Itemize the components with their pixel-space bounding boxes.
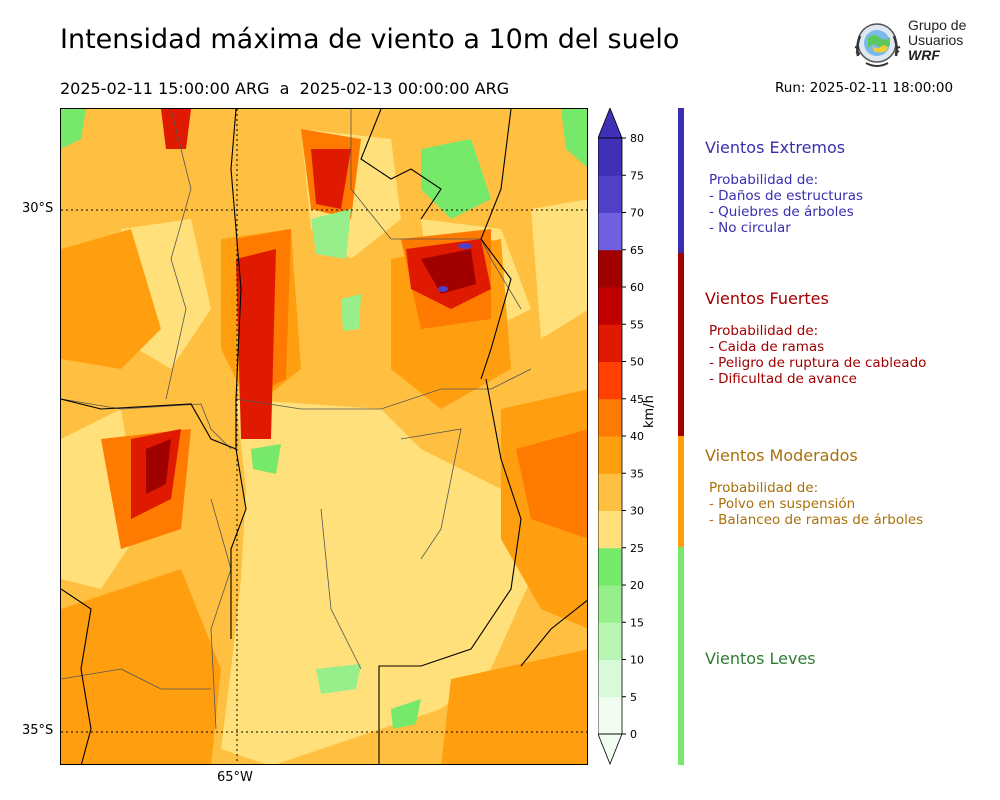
colorbar-svg: 0 5 10 15 20 25 30 35 40 45 50 55 60 65 70 75 80 — [597, 106, 644, 766]
logo-text: Grupo de Usuarios WRF — [908, 17, 967, 63]
colorbar-segment — [598, 138, 622, 176]
colorbar-tick-label: 45 — [630, 393, 644, 406]
category-line: - No circular — [709, 220, 791, 236]
colorbar-tick-label: 40 — [630, 430, 644, 443]
colorbar-tick-label: 30 — [630, 505, 644, 518]
colorbar-segment — [598, 249, 622, 288]
category-line: - Daños de estructuras — [709, 188, 864, 204]
colorbar-segment — [598, 398, 622, 437]
colorbar-segment — [598, 212, 622, 251]
colorbar-segment — [598, 436, 622, 474]
colorbar-segment — [598, 175, 622, 213]
colorbar-tick-label: 0 — [630, 728, 637, 741]
colorbar-extend-max — [597, 106, 623, 139]
colorbar-tick-label: 5 — [630, 691, 637, 704]
category-line: - Peligro de ruptura de cableado — [709, 355, 927, 371]
colorbar-tick-label: 25 — [630, 542, 644, 555]
category-title: Vientos Fuertes — [705, 289, 829, 308]
colorbar-tick-label: 75 — [630, 169, 644, 182]
colorbar-segment — [598, 585, 622, 623]
category-line: Probabilidad de: — [709, 172, 819, 188]
colorbar-extend-min — [597, 733, 623, 766]
lat-label-30s: 30°S — [22, 201, 54, 216]
colorbar-segment — [598, 361, 622, 400]
colorbar-segment — [598, 547, 622, 586]
lat-label-35s: 35°S — [22, 723, 54, 738]
wind-map[interactable] — [60, 108, 588, 765]
grupo-usuarios-wrf-logo: Grupo de Usuarios WRF — [848, 16, 968, 74]
category-line: - Caida de ramas — [709, 339, 825, 355]
run-time: Run: 2025-02-11 18:00:00 — [775, 80, 954, 96]
colorbar-tick-label: 35 — [630, 467, 644, 480]
category-title: Vientos Extremos — [705, 138, 846, 157]
colorbar-tick-label: 20 — [630, 579, 644, 592]
category-line: Probabilidad de: — [709, 480, 819, 496]
colorbar-segment — [598, 622, 622, 660]
category-bar — [678, 436, 684, 547]
category-line: - Balanceo de ramas de árboles — [709, 512, 924, 528]
category-bar — [678, 547, 684, 765]
colorbar-tick-label: 10 — [630, 654, 644, 667]
colorbar-segment — [598, 696, 622, 735]
colorbar-tick-label: 60 — [630, 281, 644, 294]
category-description: Probabilidad de: - Polvo en suspensión - B… — [709, 480, 923, 528]
category-description: Probabilidad de: - Caida de ramas - Peligr… — [709, 323, 926, 387]
colorbar-segment — [598, 510, 622, 549]
colorbar-segment — [598, 473, 622, 511]
category-line: - Quiebres de árboles — [709, 204, 854, 220]
colorbar-segment — [598, 659, 622, 698]
category-line: Probabilidad de: — [709, 323, 819, 339]
colorbar-unit-label: km/h — [642, 395, 657, 428]
colorbar-tick-label: 80 — [630, 132, 644, 145]
colorbar-tick-label: 65 — [630, 244, 644, 257]
category-bar — [678, 253, 684, 436]
colorbar-segment — [598, 287, 622, 325]
category-title: Vientos Moderados — [705, 446, 858, 465]
colorbar-tick-label: 50 — [630, 356, 644, 369]
colorbar-tick-label: 70 — [630, 207, 644, 220]
colorbar: 0 5 10 15 20 25 30 35 40 45 50 55 60 65 70 75 80 — [597, 106, 688, 768]
wind-field-svg — [61, 109, 587, 764]
category-bar — [678, 108, 684, 253]
category-line: - Polvo en suspensión — [709, 496, 856, 512]
colorbar-tick-label: 15 — [630, 616, 644, 629]
colorbar-segment — [598, 324, 622, 362]
colorbar-tick-label: 55 — [630, 318, 644, 331]
category-line: - Dificultad de avance — [709, 371, 857, 387]
globe-emblem-icon — [854, 23, 901, 67]
forecast-period: 2025-02-11 15:00:00 ARG a 2025-02-13 00:… — [60, 79, 510, 98]
chart-title: Intensidad máxima de viento a 10m del su… — [60, 24, 680, 55]
category-title: Vientos Leves — [705, 649, 816, 668]
category-description: Probabilidad de: - Daños de estructuras - … — [709, 172, 863, 236]
lon-label-65w: 65°W — [217, 770, 253, 785]
